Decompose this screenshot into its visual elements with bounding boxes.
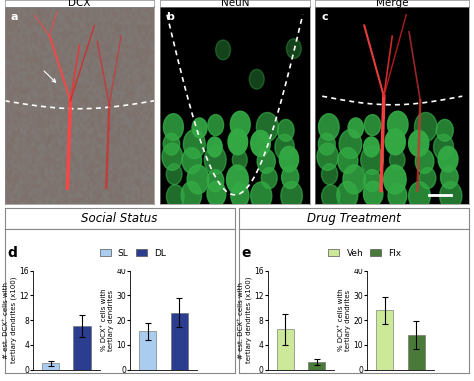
Y-axis label: % DCX⁺ cells with
tertiary dendrites: % DCX⁺ cells with tertiary dendrites xyxy=(101,289,114,351)
Circle shape xyxy=(256,112,278,142)
Circle shape xyxy=(282,166,299,189)
Circle shape xyxy=(414,112,437,142)
Circle shape xyxy=(436,119,453,141)
Bar xyxy=(376,310,393,370)
Circle shape xyxy=(207,181,226,206)
Circle shape xyxy=(251,130,270,156)
Bar xyxy=(308,362,326,370)
Circle shape xyxy=(275,134,294,160)
Circle shape xyxy=(339,130,362,158)
Circle shape xyxy=(322,185,340,208)
Bar xyxy=(276,329,294,370)
Bar xyxy=(139,331,156,370)
Text: b: b xyxy=(166,12,174,22)
Circle shape xyxy=(166,185,184,208)
Circle shape xyxy=(440,181,462,210)
Y-axis label: # est. DCX⁺ cells with
tertiary dendrites (x100): # est. DCX⁺ cells with tertiary dendrite… xyxy=(3,277,18,363)
Circle shape xyxy=(281,181,302,210)
Circle shape xyxy=(319,133,335,155)
Circle shape xyxy=(228,129,247,155)
Text: a: a xyxy=(11,12,18,22)
Text: NeuN: NeuN xyxy=(220,0,249,8)
Circle shape xyxy=(383,165,406,194)
Text: c: c xyxy=(321,12,328,22)
Text: e: e xyxy=(242,247,251,260)
Text: d: d xyxy=(7,247,17,260)
Circle shape xyxy=(409,182,430,210)
Circle shape xyxy=(162,143,182,170)
Circle shape xyxy=(409,130,429,156)
Bar xyxy=(408,335,425,370)
Circle shape xyxy=(261,168,277,189)
Bar xyxy=(73,326,91,370)
Circle shape xyxy=(232,150,247,170)
Circle shape xyxy=(388,111,408,138)
Circle shape xyxy=(286,39,301,59)
Circle shape xyxy=(207,170,224,192)
Circle shape xyxy=(434,134,454,160)
Circle shape xyxy=(343,165,365,194)
Circle shape xyxy=(204,146,226,174)
Circle shape xyxy=(227,165,248,194)
Circle shape xyxy=(348,118,364,138)
Circle shape xyxy=(364,181,383,206)
Circle shape xyxy=(216,40,230,60)
Circle shape xyxy=(207,137,222,157)
Circle shape xyxy=(440,166,458,189)
Circle shape xyxy=(257,149,275,173)
Bar xyxy=(42,363,59,370)
Circle shape xyxy=(182,147,201,173)
Circle shape xyxy=(230,111,250,138)
Text: DCX: DCX xyxy=(68,0,91,8)
Text: Social Status: Social Status xyxy=(82,211,158,225)
Y-axis label: # est. DCX⁺ cells with
tertiary dendrites (x100): # est. DCX⁺ cells with tertiary dendrite… xyxy=(238,277,252,363)
Circle shape xyxy=(319,114,339,140)
Circle shape xyxy=(249,69,264,89)
Circle shape xyxy=(163,133,180,155)
Circle shape xyxy=(321,164,337,185)
Circle shape xyxy=(208,115,224,136)
Circle shape xyxy=(385,129,405,155)
Legend: Veh, Flx: Veh, Flx xyxy=(328,249,401,258)
Circle shape xyxy=(192,118,207,138)
Text: Drug Treatment: Drug Treatment xyxy=(308,211,401,225)
Circle shape xyxy=(338,147,358,173)
Bar xyxy=(171,312,188,370)
Circle shape xyxy=(279,146,299,172)
Circle shape xyxy=(415,149,434,173)
Circle shape xyxy=(364,137,379,157)
Legend: SL, DL: SL, DL xyxy=(100,249,166,258)
Y-axis label: % DCX⁺ cells with
tertiary dendrites: % DCX⁺ cells with tertiary dendrites xyxy=(338,289,351,351)
Circle shape xyxy=(317,143,338,170)
Circle shape xyxy=(419,168,436,189)
Circle shape xyxy=(388,184,407,208)
Circle shape xyxy=(364,170,381,192)
Circle shape xyxy=(337,181,358,208)
Text: Merge: Merge xyxy=(376,0,409,8)
Circle shape xyxy=(166,164,182,185)
Circle shape xyxy=(361,146,383,174)
Circle shape xyxy=(251,182,272,210)
Circle shape xyxy=(438,146,458,172)
Circle shape xyxy=(183,130,205,158)
Circle shape xyxy=(278,119,294,141)
Circle shape xyxy=(187,165,209,194)
Circle shape xyxy=(181,181,201,208)
Circle shape xyxy=(390,150,405,170)
Circle shape xyxy=(164,114,183,140)
Circle shape xyxy=(231,184,249,208)
Circle shape xyxy=(365,115,381,136)
